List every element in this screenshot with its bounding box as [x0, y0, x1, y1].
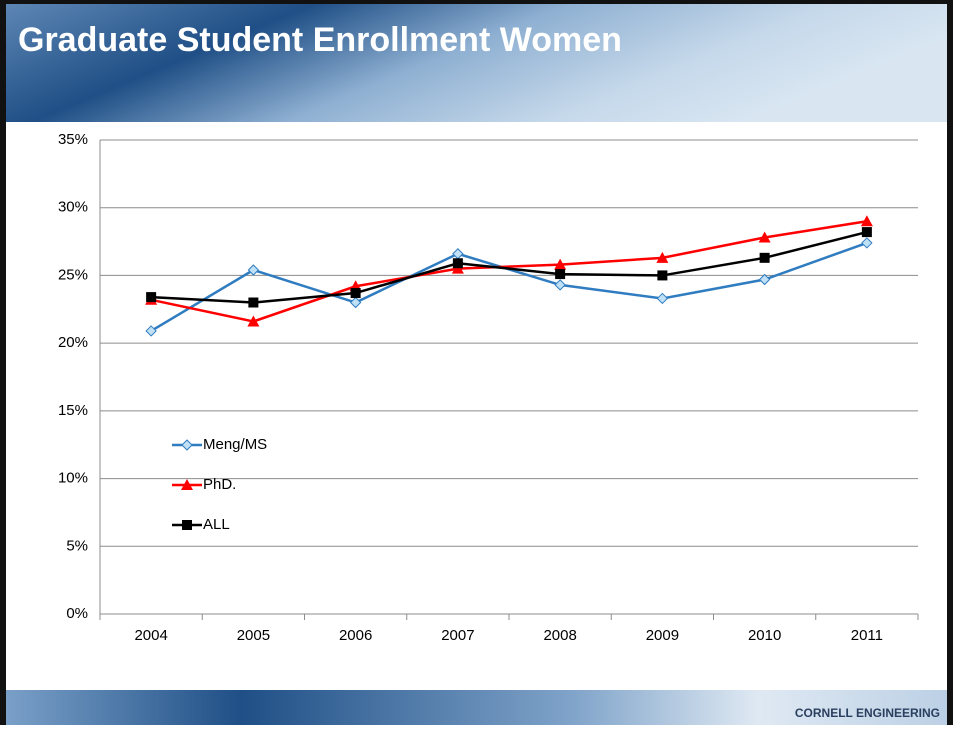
data-point: [656, 292, 669, 305]
legend-marker: [181, 479, 193, 490]
data-point: [758, 231, 771, 243]
data-point: [861, 237, 873, 249]
content-area: [6, 122, 947, 690]
series-line: [150, 220, 868, 323]
legend-label: PhD.: [203, 476, 236, 493]
y-tick-label: 35%: [58, 131, 88, 148]
y-tick-label: 0%: [66, 605, 88, 622]
x-tick-label: 2006: [339, 627, 372, 644]
data-point: [146, 292, 157, 303]
x-tick-label: 2011: [851, 627, 883, 644]
data-point: [452, 258, 463, 269]
y-tick-label: 25%: [58, 266, 88, 283]
x-tick-label: 2008: [543, 627, 576, 644]
data-point: [350, 288, 361, 299]
footer-text: CORNELL ENGINEERING: [795, 706, 940, 720]
data-point: [554, 279, 566, 291]
data-point: [759, 252, 770, 263]
x-tick-label: 2004: [134, 627, 167, 644]
x-tick-label: 2010: [748, 627, 781, 644]
data-point: [555, 269, 566, 280]
y-tick-label: 30%: [58, 199, 88, 216]
header-band: [6, 4, 947, 122]
y-tick-label: 20%: [58, 334, 88, 351]
x-tick-label: 2005: [237, 627, 270, 644]
data-point: [861, 227, 872, 238]
data-point: [554, 258, 567, 270]
footer-band: [6, 690, 947, 725]
legend-marker: [182, 520, 192, 530]
data-point: [860, 215, 873, 227]
legend-label: Meng/MS: [203, 436, 267, 453]
data-point: [145, 325, 157, 337]
x-tick-label: 2007: [441, 627, 474, 644]
y-tick-label: 10%: [58, 470, 88, 487]
y-tick-label: 15%: [58, 402, 88, 419]
y-tick-label: 5%: [66, 537, 88, 554]
data-point: [656, 251, 669, 263]
data-point: [247, 315, 260, 327]
legend-label: ALL: [203, 516, 230, 533]
data-point: [247, 264, 260, 276]
x-tick-label: 2009: [646, 627, 679, 644]
data-point: [248, 297, 259, 308]
data-point: [758, 273, 771, 286]
data-point: [349, 296, 362, 309]
series-line: [151, 230, 868, 304]
legend-marker: [181, 439, 193, 451]
slide-title: Graduate Student Enrollment Women: [18, 21, 622, 59]
data-point: [657, 270, 668, 281]
